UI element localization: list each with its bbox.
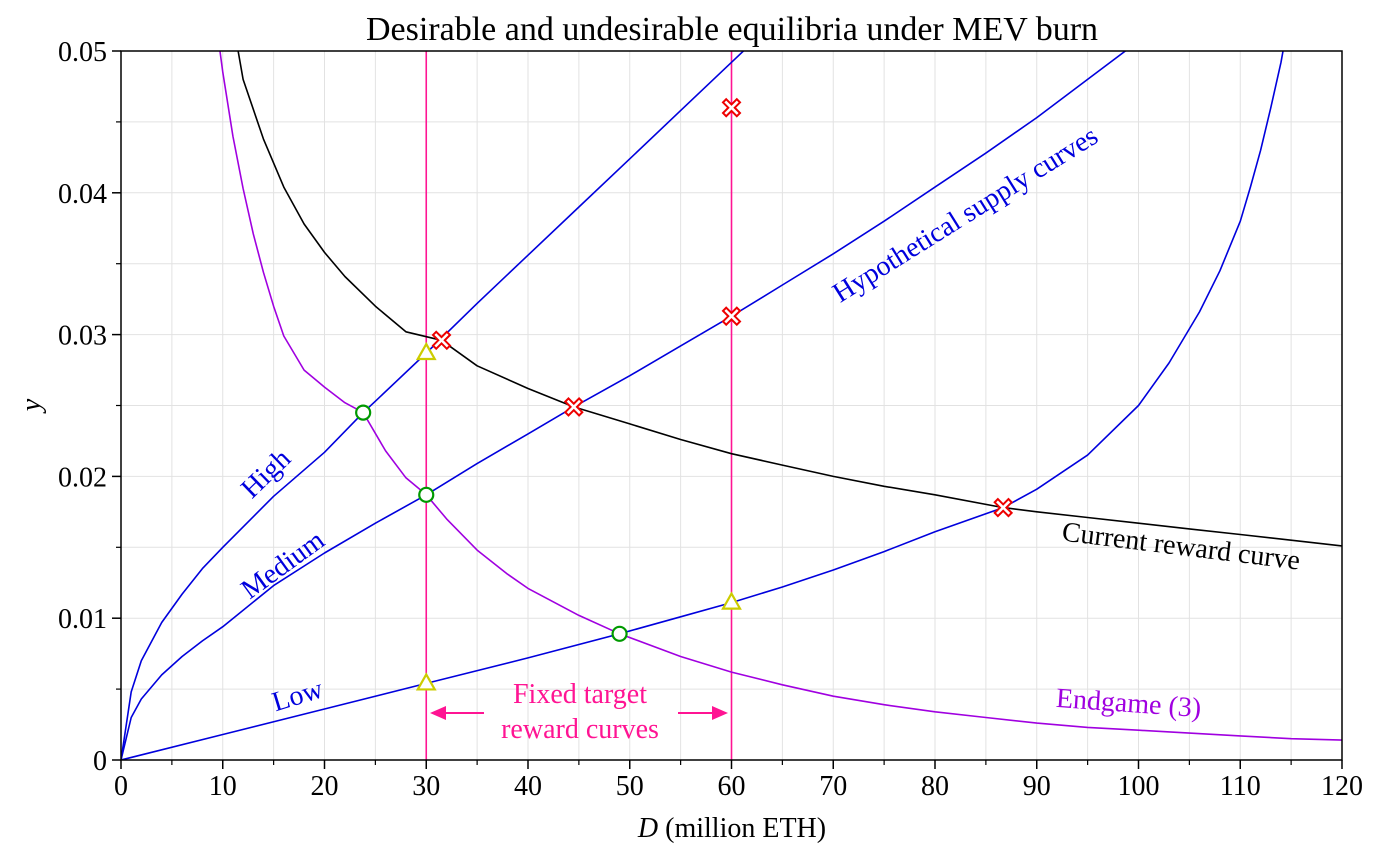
y-tick-label: 0.05 xyxy=(58,37,107,68)
undesirable-equilibrium-marker xyxy=(721,97,742,118)
undesirable-equilibrium-marker xyxy=(431,330,452,351)
series-low-line xyxy=(121,51,1284,760)
series-endgame-3-line xyxy=(219,51,1342,741)
label-fixed-target-line2: reward curves xyxy=(501,714,659,745)
x-tick-label: 100 xyxy=(1118,771,1160,802)
markers xyxy=(355,97,1014,691)
y-axis-label: y xyxy=(16,398,47,414)
series-current-reward-curve-line xyxy=(237,51,1342,547)
y-tick-label: 0.01 xyxy=(58,604,107,635)
label-high: High xyxy=(235,443,297,504)
target-intersection-marker xyxy=(415,672,437,691)
target-intersection-marker xyxy=(721,591,742,610)
x-tick-label: 10 xyxy=(209,771,237,802)
target-intersection-marker xyxy=(415,341,437,361)
x-tick-label: 80 xyxy=(921,771,949,802)
chart-title: Desirable and undesirable equilibria und… xyxy=(366,11,1098,48)
y-axis-ticks: 0 0.01 0.02 0.03 0.04 0.05 xyxy=(58,37,121,777)
right-arrow-head xyxy=(712,706,728,720)
undesirable-equilibrium-marker xyxy=(993,497,1014,518)
y-tick-label: 0 xyxy=(93,746,107,777)
x-tick-label: 20 xyxy=(311,771,339,802)
label-medium: Medium xyxy=(236,525,331,606)
series-medium-line xyxy=(121,51,1127,760)
x-tick-label: 40 xyxy=(514,771,542,802)
x-tick-label: 70 xyxy=(819,771,847,802)
series-high-line xyxy=(121,51,745,760)
left-arrow-head xyxy=(430,706,446,720)
label-fixed-target-line1: Fixed target xyxy=(513,679,647,710)
label-current-reward-curve: Current reward curve xyxy=(1060,517,1301,577)
label-low: Low xyxy=(268,673,327,718)
x-tick-label: 50 xyxy=(616,771,644,802)
x-axis-ticks: 0 10 20 30 40 50 60 70 80 90 100 110 120 xyxy=(114,760,1363,802)
x-tick-label: 0 xyxy=(114,771,128,802)
x-tick-label: 110 xyxy=(1220,771,1261,802)
desirable-equilibrium-marker xyxy=(355,404,372,421)
undesirable-equilibrium-marker xyxy=(563,397,584,417)
x-tick-label: 90 xyxy=(1023,771,1051,802)
target-vertical-lines xyxy=(425,51,733,760)
undesirable-equilibrium-marker xyxy=(721,306,742,327)
minor-ticks xyxy=(116,121,1292,765)
x-tick-label: 120 xyxy=(1321,771,1363,802)
y-tick-label: 0.04 xyxy=(58,179,107,210)
desirable-equilibrium-marker xyxy=(418,486,435,503)
x-tick-label: 60 xyxy=(718,771,746,802)
x-tick-label: 30 xyxy=(412,771,440,802)
desirable-equilibrium-marker xyxy=(611,625,628,642)
x-axis-label: D (million ETH) xyxy=(637,813,826,844)
y-tick-label: 0.02 xyxy=(58,462,107,493)
y-tick-label: 0.03 xyxy=(58,321,107,352)
label-hypothetical-supply-curves: Hypothetical supply curves xyxy=(827,120,1103,309)
fixed-target-arrows xyxy=(430,706,728,720)
